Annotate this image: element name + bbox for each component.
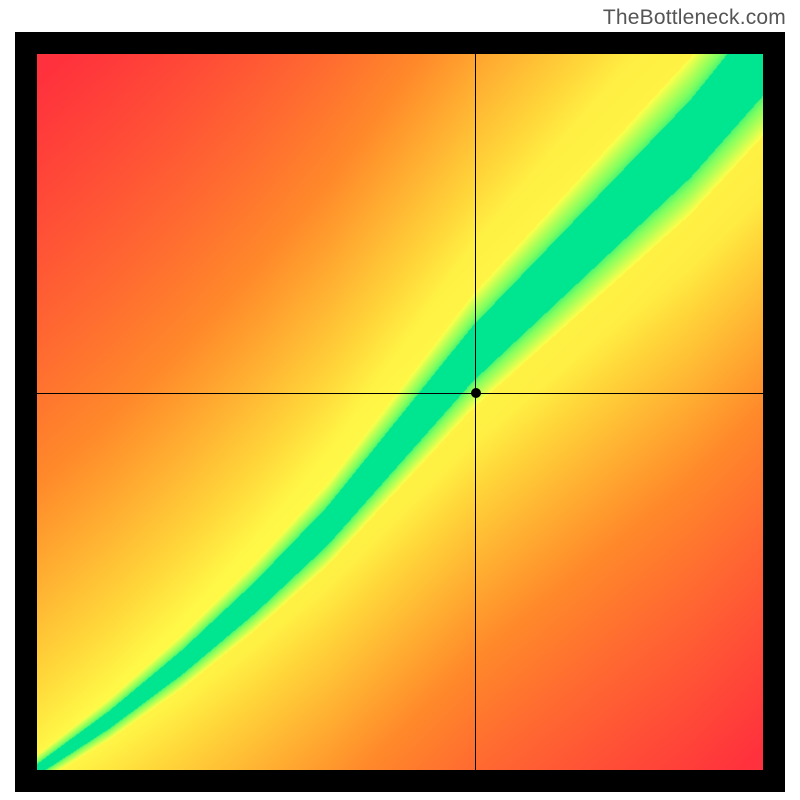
crosshair-horizontal	[37, 393, 763, 394]
watermark-text: TheBottleneck.com	[603, 6, 786, 30]
chart-container: TheBottleneck.com	[0, 0, 800, 800]
crosshair-vertical	[475, 54, 476, 770]
plot-area	[37, 54, 763, 770]
crosshair-marker	[471, 388, 481, 398]
heatmap-canvas	[37, 54, 763, 770]
